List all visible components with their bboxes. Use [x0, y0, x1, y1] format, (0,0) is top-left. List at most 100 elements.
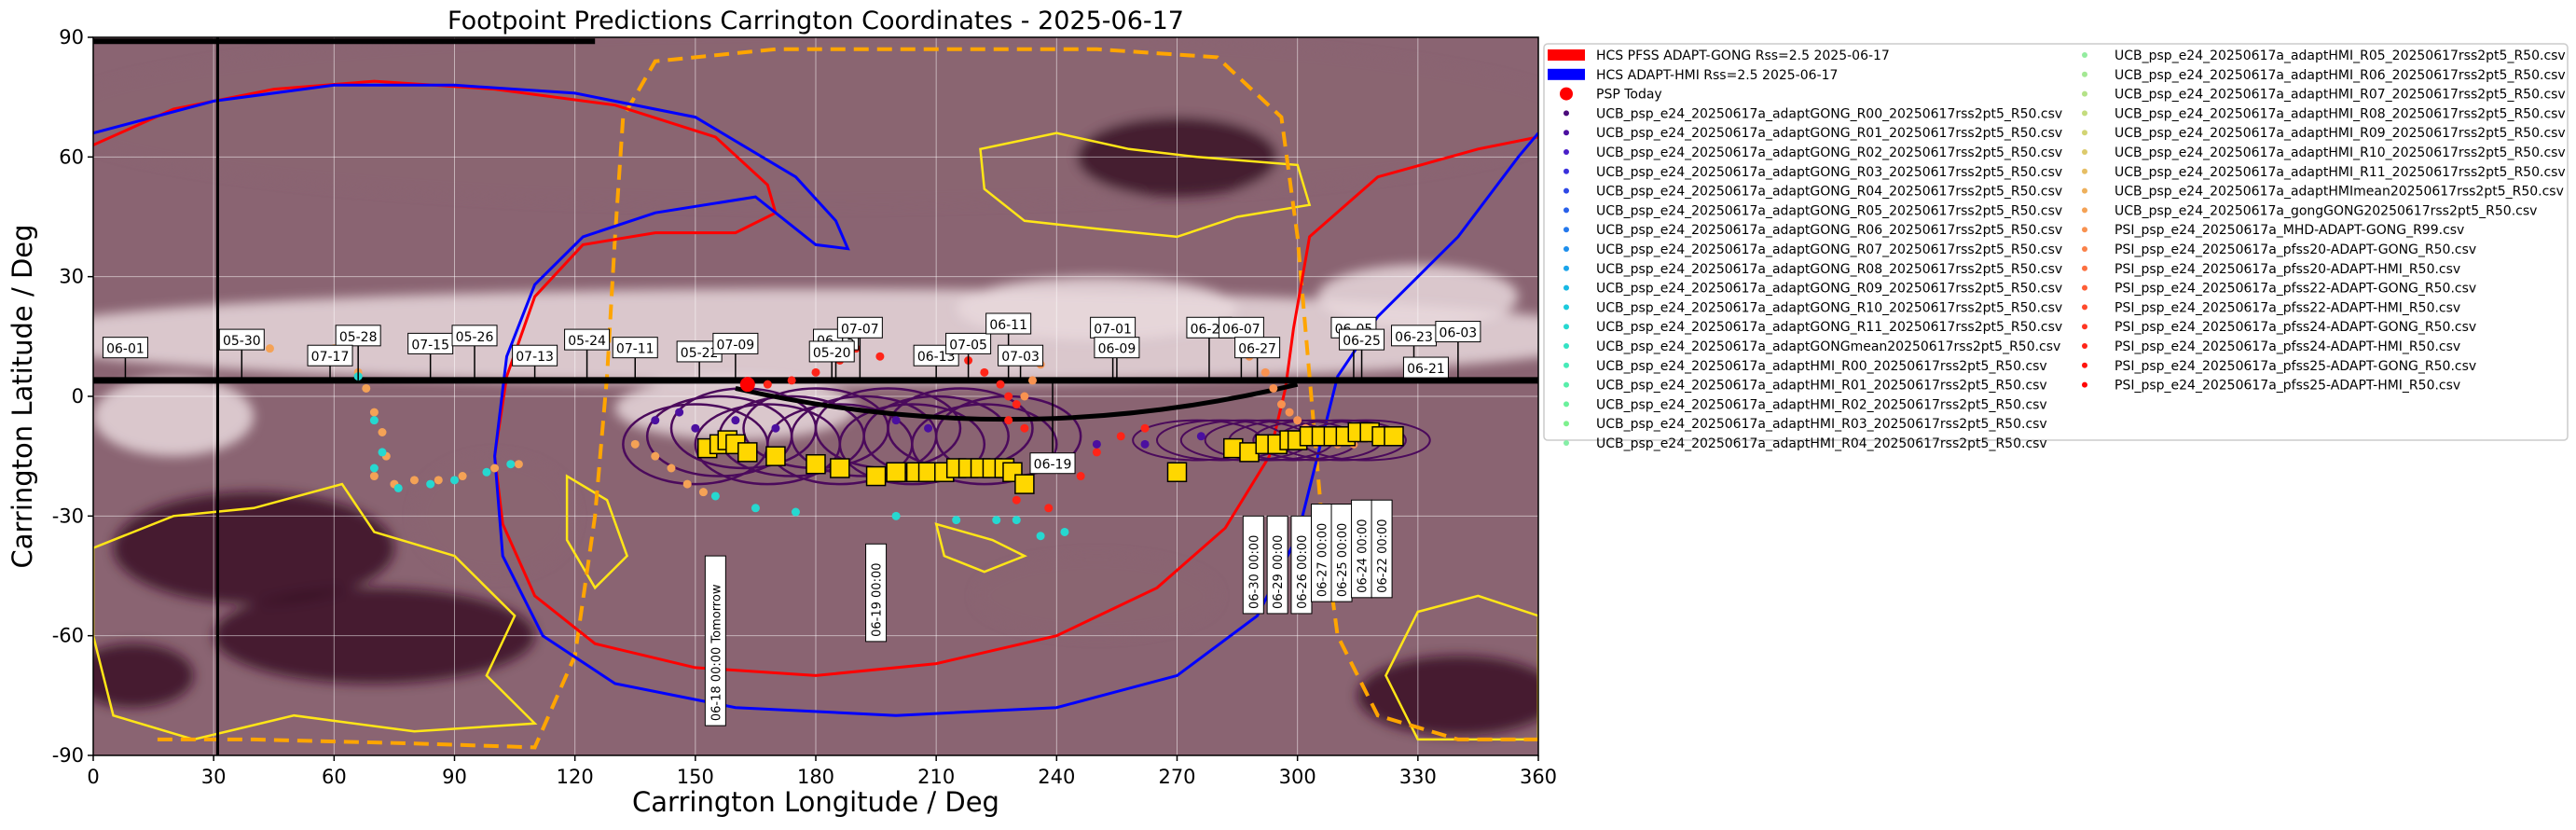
legend-label: UCB_psp_e24_20250617a_adaptHMI_R06_20250…	[2115, 68, 2566, 83]
footpoint-dot	[791, 507, 800, 517]
legend-dot-swatch	[1564, 265, 1569, 271]
date-label-box	[307, 344, 353, 367]
model-field-loop	[911, 403, 1058, 486]
legend-dot-swatch	[1564, 343, 1569, 349]
footpoint-dot	[763, 380, 772, 389]
footpoint-dot	[482, 467, 491, 477]
date-label: 07-17	[311, 350, 350, 365]
date-label: 05-28	[339, 330, 378, 345]
x-tick-label: 330	[1399, 766, 1437, 788]
coronal-hole-contour	[934, 522, 1027, 574]
legend-box	[1543, 43, 2569, 441]
legend-dot-swatch	[2082, 227, 2087, 233]
footpoint-dot	[265, 344, 274, 353]
x-tick-label: 270	[1158, 766, 1195, 788]
legend-label: UCB_psp_e24_20250617a_adaptHMImean202506…	[2115, 185, 2564, 200]
legend-dot-swatch	[2082, 265, 2087, 271]
legend-dot-swatch	[2082, 324, 2087, 330]
footpoint-dot	[393, 483, 403, 492]
date-label-box	[1094, 337, 1140, 359]
date-label-vertical: 06-29 00:00	[1272, 535, 1286, 609]
footpoint-dot	[1012, 495, 1021, 505]
legend-label: PSI_psp_e24_20250617a_pfss20-ADAPT-HMI_R…	[2115, 262, 2460, 277]
footpoint-dot	[369, 472, 379, 481]
date-label-vertical: 06-18 00:00 Tomorrow	[709, 584, 723, 721]
psp-today-marker	[739, 377, 755, 393]
legend-dot-swatch	[2082, 71, 2087, 77]
footpoint-dot	[506, 460, 516, 469]
bg-patch	[93, 643, 194, 708]
y-axis-label: Carrington Latitude / Deg	[7, 224, 38, 568]
date-label: 06-21	[1407, 362, 1445, 377]
legend-dot-swatch	[1564, 381, 1569, 388]
date-label: 07-13	[516, 350, 554, 365]
date-label: 05-26	[456, 330, 494, 345]
date-label: 06-09	[1098, 342, 1136, 357]
date-label: 05-24	[568, 334, 606, 349]
chart-title: Footpoint Predictions Carrington Coordin…	[448, 7, 1184, 35]
date-label-box	[1242, 515, 1264, 615]
legend-dot-swatch	[2082, 149, 2087, 155]
footpoint-dot	[1012, 516, 1021, 525]
bg-patch	[1357, 656, 1538, 736]
legend-dot-swatch	[1564, 421, 1569, 427]
legend-label: UCB_psp_e24_20250617a_adaptHMI_R11_20250…	[2115, 165, 2566, 180]
footpoint-square	[1384, 426, 1404, 447]
x-tick-label: 90	[442, 766, 467, 788]
legend-label: UCB_psp_e24_20250617a_adaptHMI_R05_20250…	[2115, 48, 2566, 63]
footpoint-dot	[924, 423, 933, 433]
footpoint-square	[737, 442, 758, 463]
date-label-box	[712, 332, 759, 354]
footpoint-dot	[651, 451, 660, 461]
legend-label: UCB_psp_e24_20250617a_adaptGONG_R02_2025…	[1596, 145, 2062, 160]
footpoint-dot	[1020, 392, 1029, 401]
footpoint-dot	[434, 476, 443, 485]
legend-dot-swatch	[1564, 149, 1569, 155]
footpoint-dot	[1276, 400, 1286, 409]
legend-dot-swatch	[1560, 87, 1573, 101]
date-label: 06-27	[1238, 342, 1276, 357]
legend-label: UCB_psp_e24_20250617a_adaptGONG_R04_2025…	[1596, 185, 2062, 200]
legend-dot-swatch	[1564, 324, 1569, 330]
x-tick-label: 240	[1038, 766, 1075, 788]
legend-dot-swatch	[1564, 440, 1569, 446]
date-label: 05-30	[223, 334, 261, 349]
legend-dot-swatch	[2082, 207, 2087, 214]
date-label-vertical: 06-25 00:00	[1336, 523, 1350, 597]
date-label: 05-20	[813, 346, 851, 361]
legend-label: UCB_psp_e24_20250617a_adaptGONG_R06_2025…	[1596, 223, 2062, 238]
date-label: 06-11	[989, 318, 1027, 333]
legend-dot-swatch	[2082, 52, 2087, 58]
date-label-box	[564, 328, 611, 351]
x-tick-label: 210	[917, 766, 955, 788]
y-tick-label: -30	[52, 505, 84, 527]
legend-label: PSI_psp_e24_20250617a_pfss24-ADAPT-GONG_…	[2115, 320, 2476, 335]
legend-dot-swatch	[2082, 187, 2087, 194]
x-tick-label: 300	[1279, 766, 1316, 788]
x-tick-label: 150	[677, 766, 714, 788]
date-label-box	[1435, 321, 1481, 343]
footpoint-dot	[811, 367, 820, 377]
footpoint-dot	[980, 367, 989, 377]
footpoint-dot	[490, 463, 500, 473]
footpoint-dot	[891, 511, 901, 520]
legend-line-swatch	[1548, 68, 1585, 80]
footpoint-dot	[514, 460, 523, 469]
y-tick-label: -90	[52, 744, 84, 767]
coronal-hole-contour	[1384, 594, 1538, 741]
x-tick-label: 120	[557, 766, 594, 788]
footpoint-dot	[1012, 400, 1021, 409]
legend-label: PSI_psp_e24_20250617a_pfss25-ADAPT-GONG_…	[2115, 359, 2476, 374]
date-label: 06-03	[1440, 326, 1478, 341]
legend-dot-swatch	[2082, 246, 2087, 252]
legend-dot-swatch	[1564, 284, 1569, 291]
footpoint-dot	[1020, 423, 1029, 433]
footpoint-square	[765, 446, 786, 466]
legend-dot-swatch	[1564, 187, 1569, 194]
legend-label: UCB_psp_e24_20250617a_gongGONG20250617rs…	[2115, 203, 2537, 218]
date-label-box	[451, 325, 498, 347]
legend-dot-swatch	[2082, 304, 2087, 311]
date-label-vertical: 06-19 00:00	[871, 563, 885, 637]
legend-label: PSP Today	[1596, 88, 1662, 103]
legend-dot-swatch	[2082, 130, 2087, 136]
